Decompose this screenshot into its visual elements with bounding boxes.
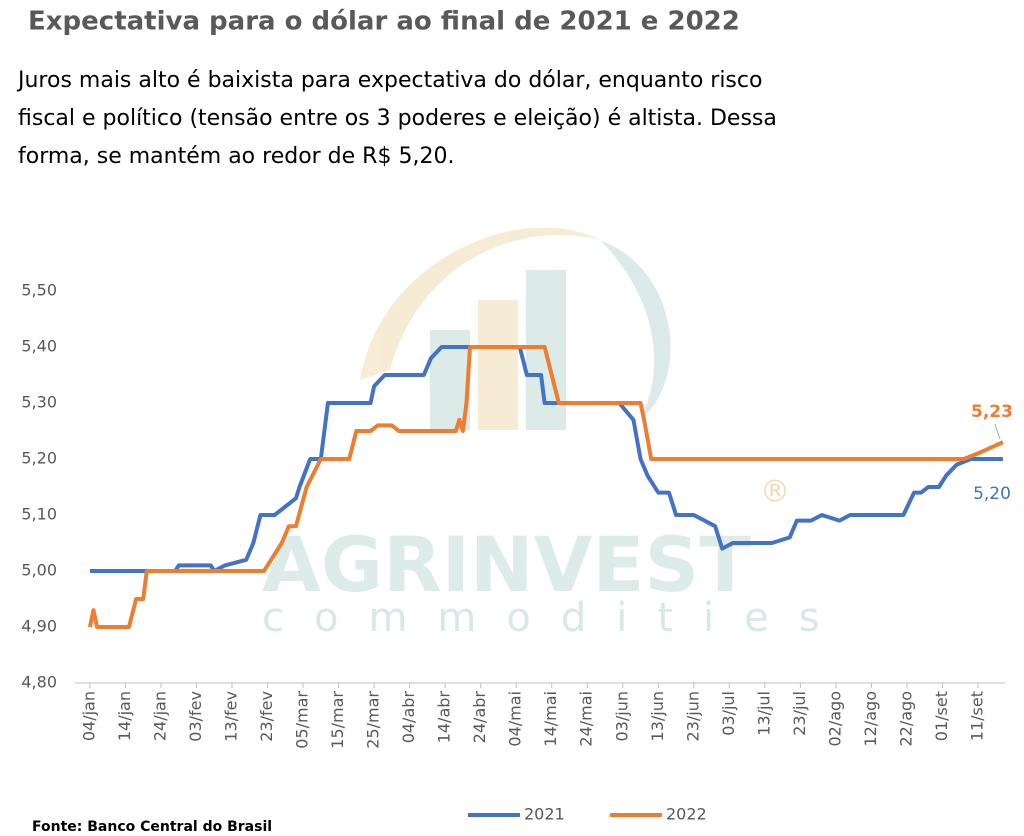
x-tick-label: 23/fev (257, 691, 276, 742)
legend-label: 2022 (666, 805, 707, 824)
x-tick-label: 14/mai (541, 691, 560, 747)
leader (994, 424, 1001, 440)
x-tick-label: 23/jul (790, 691, 809, 736)
x-tick-label: 24/jan (150, 691, 169, 741)
end-label: 5,23 (971, 402, 1013, 422)
x-tick-label: 25/mar (364, 691, 383, 749)
chart-title: Expectativa para o dólar ao final de 202… (28, 7, 740, 37)
x-tick-label: 15/mar (328, 691, 347, 749)
legend-label: 2021 (524, 805, 565, 824)
x-tick-label: 04/jan (79, 691, 98, 741)
watermark: AGRINVEST (262, 520, 751, 609)
y-tick-label: 5,00 (21, 561, 57, 580)
x-tick-label: 12/ago (861, 691, 880, 747)
x-tick-label: 24/mai (577, 691, 596, 747)
watermark-logo (360, 227, 671, 430)
watermark: ® (760, 475, 790, 510)
series-line (87, 345, 1004, 629)
x-tick-label: 03/jul (719, 691, 738, 736)
end-label: 5,20 (973, 484, 1011, 504)
y-tick-label: 5,30 (21, 393, 57, 412)
x-tick-label: 24/abr (470, 691, 489, 744)
x-tick-label: 02/ago (825, 691, 844, 747)
subtitle: Juros mais alto é baixista para expectat… (16, 68, 762, 93)
y-tick-label: 5,40 (21, 337, 57, 356)
watermark: commodities (262, 595, 850, 641)
x-tick-label: 14/abr (435, 691, 454, 744)
x-tick-label: 05/mar (293, 691, 312, 749)
subtitle: fiscal e político (tensão entre os 3 pod… (18, 106, 777, 131)
y-tick-label: 4,80 (21, 673, 57, 692)
x-tick-label: 11/set (968, 691, 987, 741)
x-tick-label: 13/jul (754, 691, 773, 736)
x-tick-label: 13/fev (222, 691, 241, 742)
x-tick-label: 23/jun (683, 691, 702, 741)
subtitle: forma, se mantém ao redor de R$ 5,20. (18, 144, 454, 169)
x-tick-label: 22/ago (896, 691, 915, 747)
y-tick-label: 5,50 (21, 281, 57, 300)
x-tick-label: 13/jun (648, 691, 667, 741)
x-tick-label: 03/fev (186, 691, 205, 742)
y-tick-label: 4,90 (21, 617, 57, 636)
x-tick-label: 04/mai (506, 691, 525, 747)
x-tick-label: 01/set (932, 691, 951, 741)
x-tick-label: 14/jan (115, 691, 134, 741)
y-tick-label: 5,20 (21, 449, 57, 468)
source: Fonte: Banco Central do Brasil (32, 819, 272, 835)
x-tick-label: 03/jun (612, 691, 631, 741)
y-tick-label: 5,10 (21, 505, 57, 524)
x-tick-label: 04/abr (399, 691, 418, 744)
